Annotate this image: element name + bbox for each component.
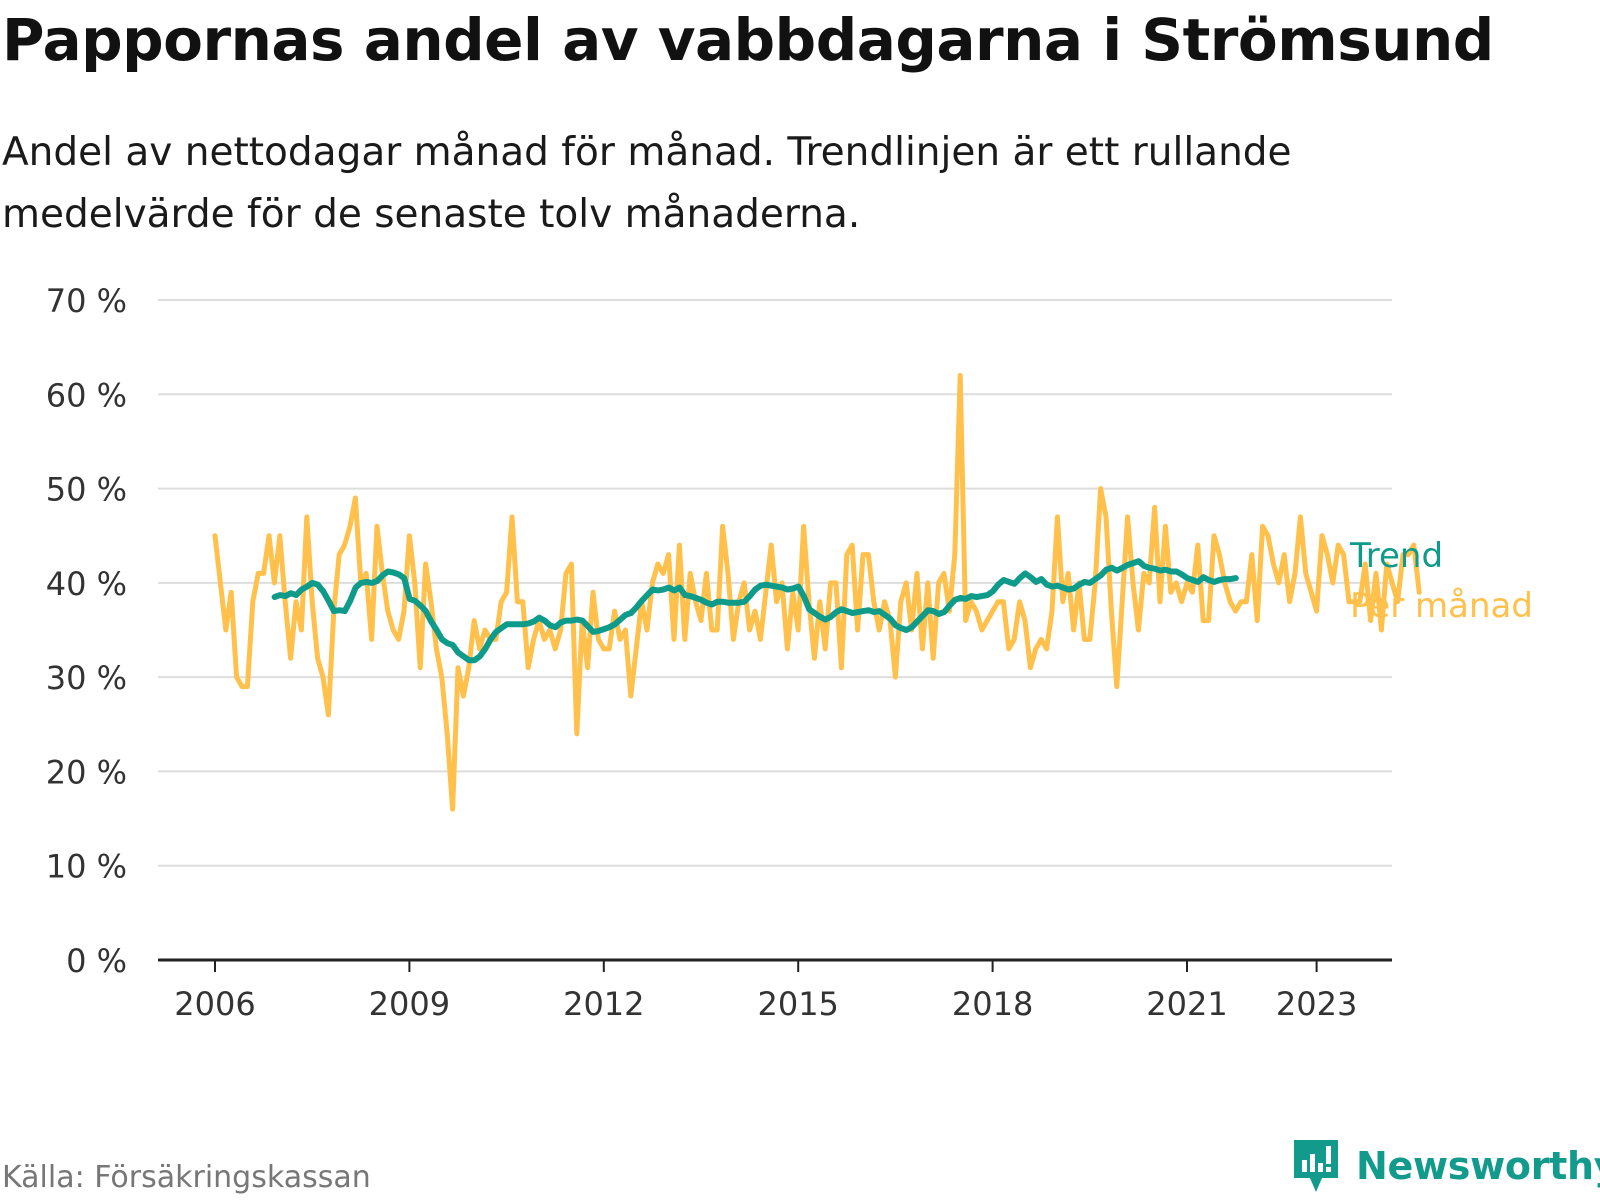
x-tick-label: 2021 xyxy=(1146,985,1227,1023)
x-axis: 2006 2009 2012 2015 2018 2021 2023 xyxy=(158,958,1392,1023)
x-tick-label: 2018 xyxy=(952,985,1033,1023)
y-tick-label: 50 % xyxy=(46,471,127,509)
newsworthy-logo-icon xyxy=(1294,1140,1338,1192)
y-tick-label: 10 % xyxy=(46,848,127,886)
y-tick-label: 30 % xyxy=(46,659,127,697)
y-tick-label: 40 % xyxy=(46,565,127,603)
y-axis: 0 % 10 % 20 % 30 % 40 % 50 % 60 % 70 % xyxy=(46,282,127,980)
y-tick-label: 70 % xyxy=(46,282,127,320)
y-tick-label: 20 % xyxy=(46,753,127,791)
chart-series xyxy=(212,372,1422,812)
brand-name: Newsworthy xyxy=(1356,1144,1600,1188)
x-tick-label: 2006 xyxy=(174,985,255,1023)
line-chart: 0 % 10 % 20 % 30 % 40 % 50 % 60 % 70 % 2006 2009… xyxy=(46,282,1533,1023)
legend-trend-label: Trend xyxy=(1349,536,1443,576)
chart-title: Pappornas andel av vabbdagarna i Strömsu… xyxy=(2,6,1494,74)
y-tick-label: 60 % xyxy=(46,376,127,414)
x-tick-label: 2012 xyxy=(563,985,644,1023)
x-tick-label: 2009 xyxy=(369,985,450,1023)
series-legend: Trend Per månad xyxy=(1349,536,1533,626)
source-note: Källa: Försäkringskassan xyxy=(2,1160,371,1195)
brand-logo[interactable]: Newsworthy xyxy=(1290,1136,1600,1196)
trend-series-line xyxy=(271,558,1239,664)
chart-subtitle: Andel av nettodagar månad för månad. Tre… xyxy=(2,130,1292,237)
monthly-series-line xyxy=(212,372,1422,812)
x-tick-label: 2023 xyxy=(1276,985,1357,1023)
y-tick-label: 0 % xyxy=(66,942,127,980)
legend-monthly-label: Per månad xyxy=(1350,586,1533,626)
x-tick-label: 2015 xyxy=(757,985,838,1023)
